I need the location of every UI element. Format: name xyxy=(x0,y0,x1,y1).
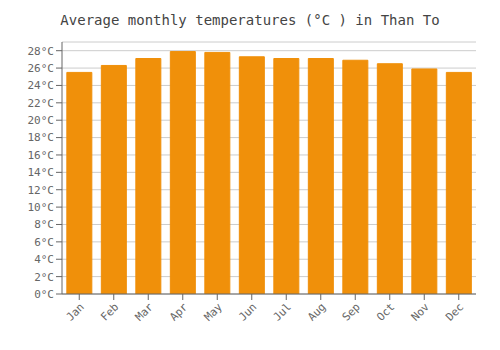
html-text:Average monthly temperatures (: Average monthly temperatures (°C ) in Th… xyxy=(60,12,440,28)
svg-text:Dec: Dec xyxy=(443,300,466,323)
svg-text:Sep: Sep xyxy=(340,300,363,323)
svg-text:20°C: 20°C xyxy=(28,114,55,127)
svg-text:Jun: Jun xyxy=(236,300,259,323)
svg-text:14°C: 14°C xyxy=(28,166,55,179)
svg-text:8°C: 8°C xyxy=(34,218,54,231)
svg-text:Mar: Mar xyxy=(133,300,157,324)
svg-text:12°C: 12°C xyxy=(28,184,55,197)
svg-text:22°C: 22°C xyxy=(28,97,55,110)
svg-text:6°C: 6°C xyxy=(34,236,54,249)
svg-text:Nov: Nov xyxy=(409,300,433,324)
svg-text:28°C: 28°C xyxy=(28,45,55,58)
svg-text:Jul: Jul xyxy=(271,300,294,323)
svg-text:May: May xyxy=(202,300,226,324)
svg-text:24°C: 24°C xyxy=(28,79,55,92)
svg-text:26°C: 26°C xyxy=(28,62,55,75)
svg-text:Oct: Oct xyxy=(374,300,397,323)
svg-text:10°C: 10°C xyxy=(28,201,55,214)
svg-text:0°C: 0°C xyxy=(34,288,54,301)
svg-text:18°C: 18°C xyxy=(28,131,55,144)
svg-text:Apr: Apr xyxy=(167,300,191,324)
svg-text:Aug: Aug xyxy=(305,300,328,323)
svg-text:Jan: Jan xyxy=(64,300,87,323)
svg-text:Feb: Feb xyxy=(98,300,121,323)
svg-text:2°C: 2°C xyxy=(34,271,54,284)
svg-text:4°C: 4°C xyxy=(34,253,54,266)
svg-text:16°C: 16°C xyxy=(28,149,55,162)
